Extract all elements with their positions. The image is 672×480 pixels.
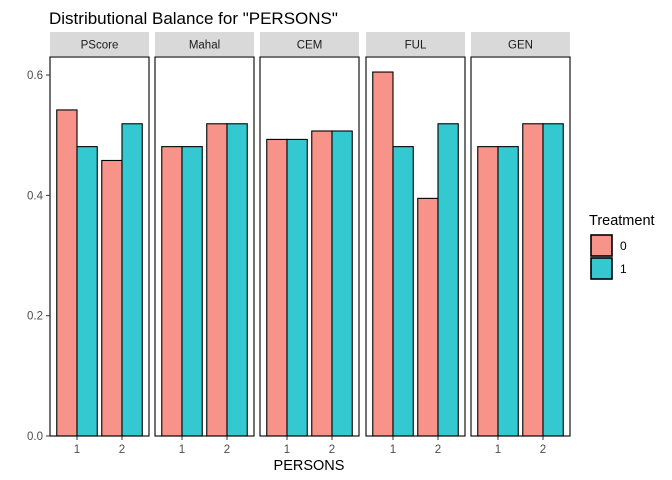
legend-label: 1 [620,262,627,276]
panel-border [259,56,360,437]
bar-gen-persons-1-treatment-0 [477,146,499,437]
y-axis: 0.0 0.2 0.4 0.6 [27,70,50,443]
bar-pscore-persons-2-treatment-0 [101,159,123,437]
strip-background [155,32,254,56]
bar-mahal-persons-2-treatment-1 [226,123,248,437]
panel-border [154,56,255,437]
bar-pscore-persons-2-treatment-1 [121,123,143,437]
bar-cem-persons-1-treatment-1 [286,138,308,437]
y-tick-label: 0.4 [27,190,44,202]
panel-border [365,56,466,437]
strip-label: CEM [297,40,323,52]
facet-panels: PScore 1 2 Mahal 1 2 CEM 1 2 FUL 1 2 GEN 1 2 [49,32,571,456]
bar-gen-persons-2-treatment-1 [542,123,564,437]
strip-label: FUL [405,40,427,52]
strip-background [471,32,570,56]
panel-pscore: PScore 1 2 [49,32,150,456]
panel-border [49,56,150,437]
bar-mahal-persons-1-treatment-1 [181,146,203,437]
x-axis-title: PERSONS [274,458,345,474]
strip-label: GEN [508,40,533,52]
strip-background [366,32,465,56]
y-tick-label: 0.0 [27,431,43,443]
x-tick-label: 2 [119,444,125,456]
bar-ful-persons-1-treatment-1 [392,146,414,437]
x-tick-label: 2 [435,444,441,456]
x-tick-label: 1 [74,444,80,456]
strip-label: PScore [81,40,119,52]
bar-pscore-persons-1-treatment-0 [56,109,78,437]
bar-cem-persons-2-treatment-1 [331,130,353,437]
x-tick-label: 1 [390,444,396,456]
x-tick-label: 2 [540,444,546,456]
panel-mahal: Mahal 1 2 [154,32,255,456]
bar-cem-persons-1-treatment-0 [266,138,288,437]
legend-label: 0 [620,239,627,253]
bar-gen-persons-2-treatment-0 [522,123,544,437]
bar-pscore-persons-1-treatment-1 [76,146,98,437]
x-tick-label: 2 [329,444,335,456]
bar-mahal-persons-2-treatment-0 [206,123,228,437]
panel-cem: CEM 1 2 [259,32,360,456]
bar-mahal-persons-1-treatment-0 [161,146,183,437]
strip-background [50,32,149,56]
y-tick-label: 0.6 [27,70,43,82]
panel-border [470,56,571,437]
x-tick-label: 2 [224,444,230,456]
bar-ful-persons-1-treatment-0 [372,71,394,437]
panel-gen: GEN 1 2 [470,32,571,456]
bar-cem-persons-2-treatment-0 [311,130,333,437]
x-tick-label: 1 [284,444,290,456]
bar-ful-persons-2-treatment-1 [437,123,459,437]
legend-key-treatment-0 [590,234,613,257]
strip-background [260,32,359,56]
bar-gen-persons-1-treatment-1 [497,146,519,437]
panel-ful: FUL 1 2 [365,32,466,456]
legend-key-treatment-1 [590,257,613,280]
chart-title: Distributional Balance for "PERSONS" [49,9,338,28]
x-tick-label: 1 [495,444,501,456]
legend-title: Treatment [589,213,655,229]
legend: Treatment 0 1 [589,213,655,280]
bar-ful-persons-2-treatment-0 [417,197,439,437]
x-tick-label: 1 [179,444,185,456]
y-tick-label: 0.2 [27,311,43,323]
strip-label: Mahal [189,40,220,52]
